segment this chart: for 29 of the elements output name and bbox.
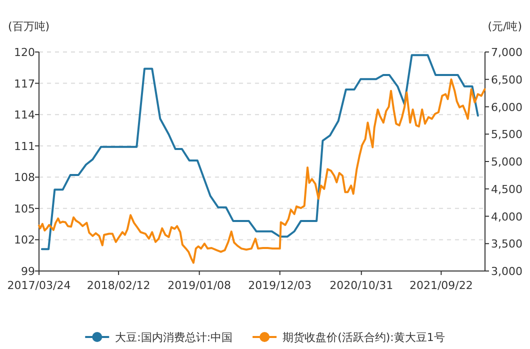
x-tick-label: 2020/10/31 [330, 279, 394, 292]
y-axis-title: (百万吨) [8, 20, 50, 33]
y2-tick-label: 5,000 [491, 156, 522, 168]
y2-tick-label: 5,500 [491, 128, 522, 142]
y-tick-label: 102 [14, 234, 35, 247]
x-tick-label: 2017/03/24 [7, 279, 71, 292]
y2-axis-title: (元/吨) [488, 20, 522, 33]
y-tick-label: 105 [14, 202, 35, 216]
legend-label: 期货收盘价(活跃合约):黄大豆1号 [282, 331, 445, 344]
x-tick-label: 2019/01/08 [168, 279, 232, 292]
y-tick-label: 99 [21, 265, 35, 278]
y-tick-label: 108 [14, 171, 35, 184]
line-series [38, 78, 486, 264]
y-tick-label: 114 [14, 108, 35, 122]
y2-tick-label: 3,500 [491, 238, 522, 251]
y2-tick-label: 6,500 [491, 73, 522, 86]
x-tick-label: 2018/02/12 [86, 279, 150, 292]
legend-label: 大豆:国内消费总计:中国 [115, 331, 233, 344]
y2-tick-label: 7,000 [491, 46, 522, 59]
y-tick-label: 111 [14, 140, 35, 153]
x-tick-label: 2021/09/22 [409, 279, 473, 292]
y-tick-label: 120 [14, 46, 35, 59]
y2-tick-label: 6,000 [491, 100, 522, 114]
y2-tick-label: 3,000 [491, 265, 522, 278]
line-series [40, 54, 479, 250]
y2-tick-label: 4,500 [491, 182, 522, 196]
y2-tick-label: 4,000 [491, 210, 522, 224]
x-tick-label: 2019/12/03 [248, 279, 312, 292]
y-tick-label: 117 [14, 77, 35, 90]
